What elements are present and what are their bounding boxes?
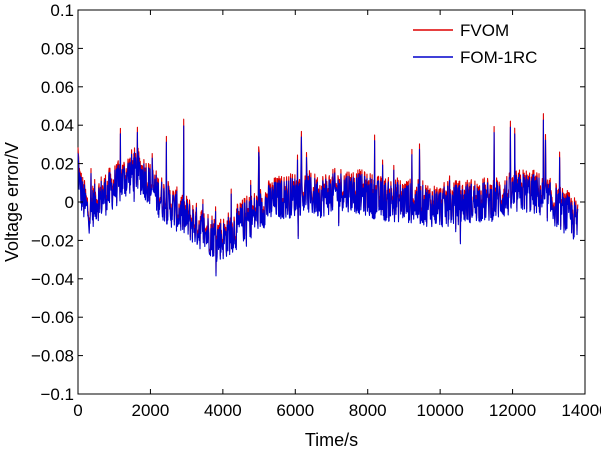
x-axis-title: Time/s: [305, 430, 358, 450]
y-tick-label: −0.08: [31, 347, 74, 366]
y-tick-label: 0.06: [41, 78, 74, 97]
x-tick-label: 4000: [204, 401, 242, 420]
legend: FVOM FOM-1RC: [413, 21, 537, 67]
legend-label: FOM-1RC: [460, 48, 537, 67]
y-axis-title: Voltage error/V: [2, 142, 22, 262]
y-tick-label: 0: [65, 193, 74, 212]
y-tick-label: −0.02: [31, 231, 74, 250]
y-tick-label: 0.02: [41, 155, 74, 174]
x-tick-label: 6000: [276, 401, 314, 420]
y-tick-label: −0.04: [31, 270, 74, 289]
x-tick-label: 2000: [132, 401, 170, 420]
y-tick-label: −0.06: [31, 308, 74, 327]
y-tick-label: 0.04: [41, 116, 74, 135]
x-tick-label: 0: [73, 401, 82, 420]
series-lines: [77, 113, 579, 277]
axis-ticks: [77, 9, 586, 395]
x-tick-label: 12000: [489, 401, 536, 420]
series-line-1: [77, 119, 579, 277]
y-tick-label: 0.1: [50, 1, 74, 20]
x-tick-label: 8000: [349, 401, 387, 420]
x-tick-label: 10000: [417, 401, 464, 420]
legend-label: FVOM: [460, 21, 509, 40]
y-tick-label: 0.08: [41, 39, 74, 58]
y-tick-label: −0.1: [40, 385, 74, 404]
